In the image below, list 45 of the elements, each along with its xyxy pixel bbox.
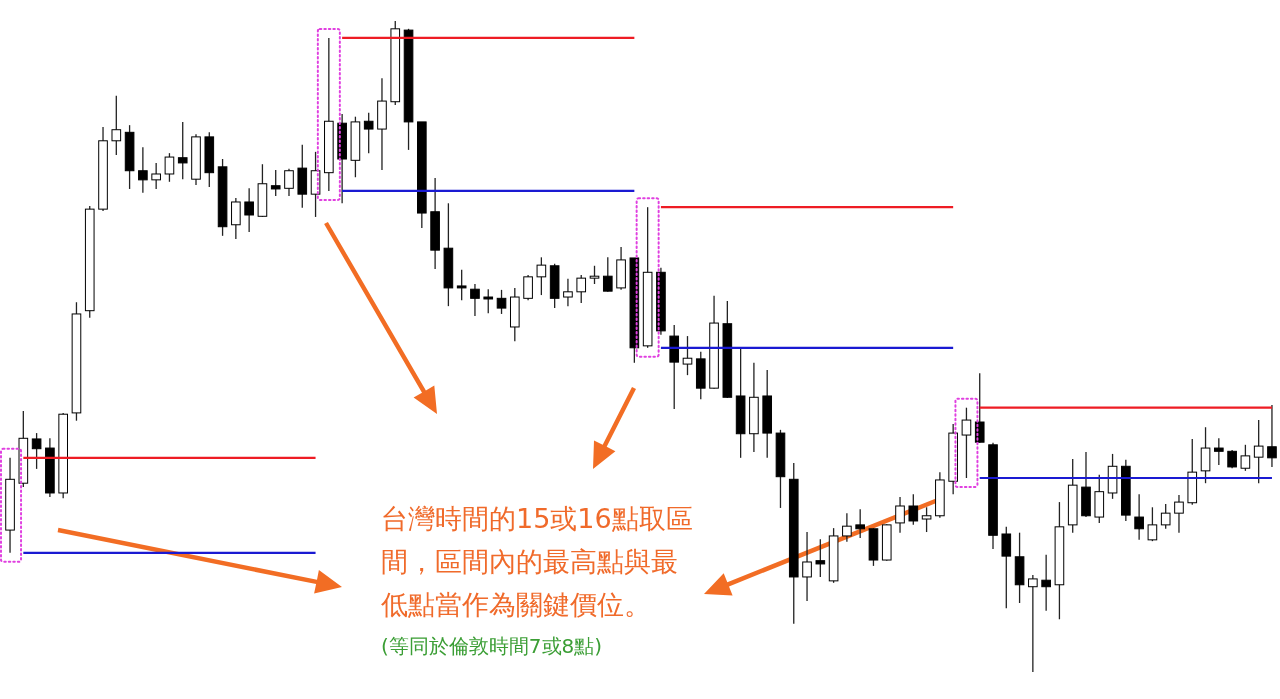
- candlestick: [1001, 526, 1012, 609]
- candlestick: [815, 538, 826, 578]
- candlestick: [961, 407, 972, 479]
- annotation: (等同於倫敦時間7或8點): [381, 634, 603, 658]
- candlestick: [244, 187, 254, 233]
- candlestick: [270, 169, 281, 197]
- candlestick: [1267, 404, 1277, 468]
- candlestick: [496, 289, 507, 315]
- candlestick: [138, 146, 148, 194]
- candlestick: [284, 168, 294, 197]
- candlestick: [151, 162, 161, 190]
- candlestick: [576, 274, 587, 304]
- candlestick: [1240, 444, 1251, 472]
- candlestick: [470, 283, 480, 317]
- candlestick: [483, 288, 494, 314]
- candlestick: [231, 197, 241, 240]
- candlestick: [855, 508, 865, 539]
- candlestick: [363, 112, 374, 154]
- candlestick: [974, 372, 985, 444]
- candlestick: [1134, 493, 1144, 541]
- candlestick: [1253, 419, 1264, 484]
- candlestick: [842, 512, 852, 543]
- candlestick: [908, 493, 919, 526]
- candlestick: [1028, 574, 1038, 673]
- candlestick: [456, 269, 467, 301]
- candlestick: [111, 95, 122, 156]
- candlestick: [563, 278, 573, 307]
- candlestick: [1041, 554, 1051, 612]
- candlestick: [1147, 506, 1158, 542]
- candlestick: [31, 432, 42, 470]
- candlestick: [1200, 426, 1211, 484]
- candlestick: [921, 506, 932, 533]
- candlestick: [523, 274, 533, 301]
- candlestick: [177, 121, 188, 180]
- candlestick: [1174, 494, 1184, 534]
- candlestick: [536, 256, 547, 296]
- candlestick: [589, 265, 600, 285]
- candlestick: [1214, 437, 1224, 466]
- candlestick: [164, 152, 175, 183]
- candlestick: [602, 256, 613, 293]
- annotation: 台灣時間的15或16點取區間，區間內的最高點與最低點當作為關鍵價位。: [381, 502, 693, 620]
- candlestick: [1160, 503, 1171, 530]
- candlestick: [802, 531, 812, 602]
- candlestick: [682, 335, 693, 376]
- candlestick: [895, 496, 905, 534]
